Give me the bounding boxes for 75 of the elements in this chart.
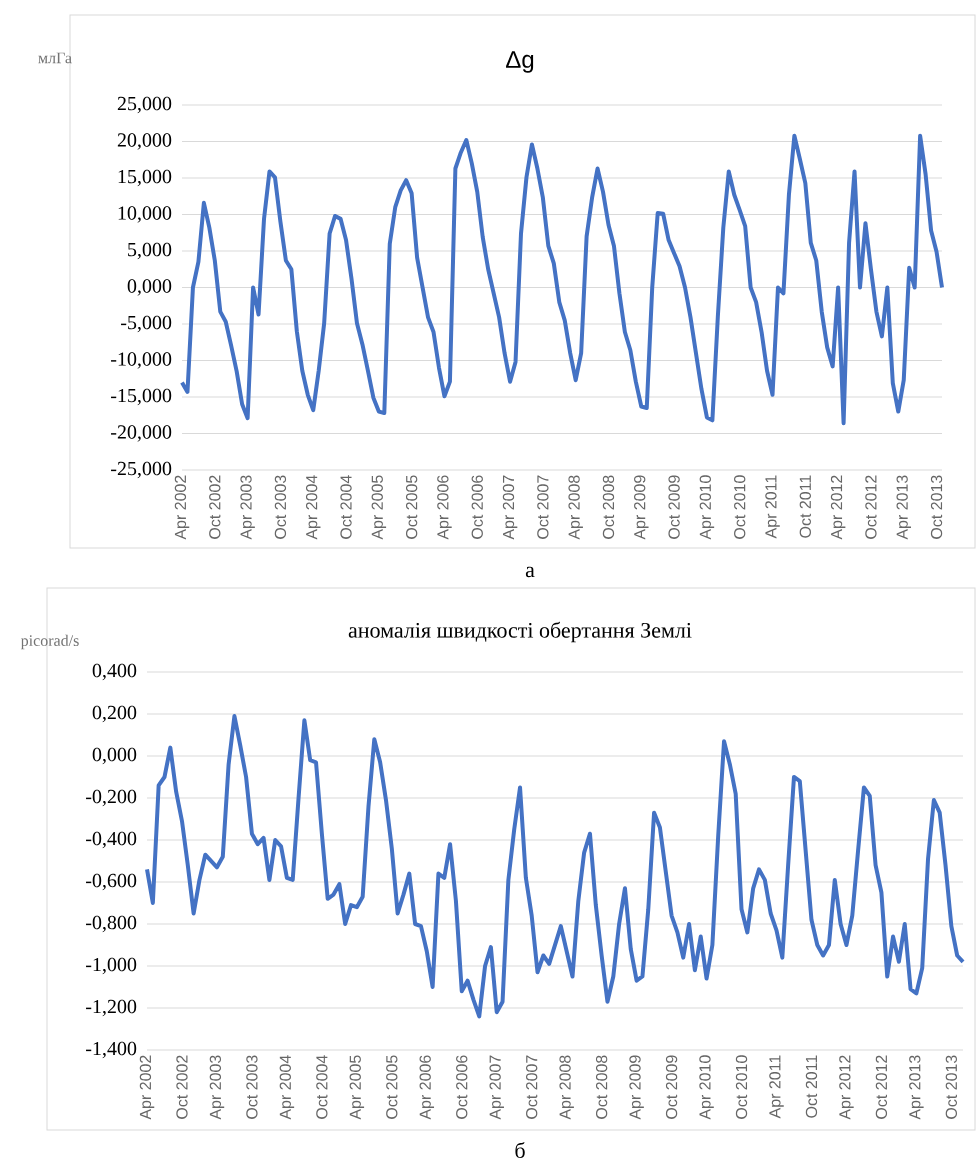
- x-tick-label: Apr 2009: [629, 1055, 644, 1120]
- y-tick-label: 10,000: [118, 206, 172, 223]
- x-tick-label: Apr 2009: [634, 475, 649, 540]
- y-tick-label: 25,000: [117, 96, 172, 114]
- text: а: [525, 566, 535, 578]
- x-tick-label: Oct 2008: [602, 475, 615, 539]
- y-axis-title: picorad/s: [20, 634, 79, 650]
- y-tick-label: 0,400: [92, 663, 137, 681]
- x-tick-label: Apr 2006: [437, 475, 452, 540]
- x-tick-label: Apr 2011: [765, 475, 780, 539]
- x-tick-label: Apr 2006: [419, 1055, 435, 1120]
- x-tick-label: Oct 2013: [930, 475, 943, 539]
- y-tick-label: -1,000: [86, 957, 137, 975]
- y-tick-label: 0,200: [92, 705, 137, 723]
- x-tick-label: Apr 2002: [174, 475, 190, 540]
- x-tick-label: Oct 2006: [456, 1055, 468, 1119]
- y-tick-label: -1,200: [86, 999, 137, 1017]
- x-tick-label: Apr 2005: [371, 475, 387, 540]
- y-tick-label: -0,400: [86, 831, 137, 849]
- x-tick-label: Oct 2010: [735, 1055, 748, 1119]
- x-tick-label: Oct 2010: [734, 475, 746, 539]
- x-tick-label: Oct 2012: [865, 475, 877, 539]
- y-tick-label: 20,000: [117, 133, 172, 150]
- x-tick-label: Oct 2004: [316, 1055, 328, 1119]
- x-tick-label: Oct 2011: [799, 475, 811, 538]
- x-tick-label: Apr 2013: [909, 1055, 924, 1120]
- y-tick-label: -25,000: [111, 461, 172, 479]
- x-tick-label: Apr 2004: [305, 475, 321, 540]
- chart-title: аномалія швидкості обертання Землі: [348, 621, 692, 643]
- x-tick-label: Apr 2012: [830, 475, 846, 540]
- x-tick-label: Oct 2008: [595, 1055, 608, 1119]
- x-tick-label: Oct 2012: [875, 1055, 888, 1119]
- y-tick-label: 0,000: [127, 279, 172, 296]
- y-tick-label: -0,800: [86, 915, 137, 933]
- x-tick-label: Oct 2007: [526, 1055, 538, 1119]
- x-tick-label: Apr 2010: [699, 475, 715, 540]
- y-tick-label: -10,000: [111, 352, 172, 369]
- chart-title: Δg: [506, 51, 534, 73]
- x-tick-label: Apr 2007: [502, 475, 518, 540]
- y-tick-label: 15,000: [118, 169, 172, 187]
- y-tick-label: -0,600: [86, 873, 137, 891]
- text: б: [515, 1142, 525, 1158]
- x-tick-label: Oct 2003: [274, 475, 287, 539]
- x-tick-label: Apr 2012: [839, 1055, 854, 1120]
- x-tick-label: Oct 2006: [471, 475, 483, 539]
- x-tick-label: Apr 2008: [559, 1055, 574, 1120]
- x-tick-label: Oct 2009: [665, 1055, 678, 1119]
- y-tick-label: 0,000: [92, 747, 137, 765]
- x-tick-label: Apr 2003: [209, 1055, 225, 1120]
- x-tick-label: Oct 2005: [405, 475, 418, 539]
- x-tick-label: Oct 2005: [386, 1055, 398, 1119]
- x-tick-label: Oct 2007: [537, 475, 549, 539]
- y-tick-label: -15,000: [111, 388, 172, 406]
- y-tick-label: -20,000: [111, 425, 172, 442]
- x-tick-label: Apr 2005: [349, 1055, 365, 1120]
- x-tick-label: Oct 2002: [176, 1055, 188, 1119]
- x-tick-label: Apr 2002: [139, 1055, 155, 1120]
- x-tick-label: Apr 2010: [699, 1055, 714, 1120]
- x-tick-label: Apr 2008: [568, 475, 583, 540]
- x-tick-label: Apr 2004: [279, 1055, 295, 1120]
- x-tick-label: Apr 2007: [489, 1055, 504, 1120]
- x-tick-label: Oct 2004: [340, 475, 352, 539]
- x-tick-label: Apr 2011: [769, 1055, 784, 1119]
- y-tick-label: 5,000: [128, 242, 172, 260]
- x-tick-label: Oct 2013: [945, 1055, 958, 1119]
- y-tick-label: -5,000: [121, 315, 172, 333]
- x-tick-label: Oct 2011: [805, 1055, 818, 1118]
- x-tick-label: Oct 2002: [209, 475, 221, 539]
- x-tick-label: Oct 2003: [246, 1055, 258, 1119]
- y-axis-title: млГа: [38, 52, 72, 64]
- x-tick-label: Apr 2003: [240, 475, 255, 540]
- y-tick-label: -1,400: [86, 1041, 137, 1059]
- y-tick-label: -0,200: [86, 789, 137, 807]
- x-tick-label: Oct 2009: [668, 475, 680, 539]
- x-tick-label: Apr 2013: [896, 475, 911, 540]
